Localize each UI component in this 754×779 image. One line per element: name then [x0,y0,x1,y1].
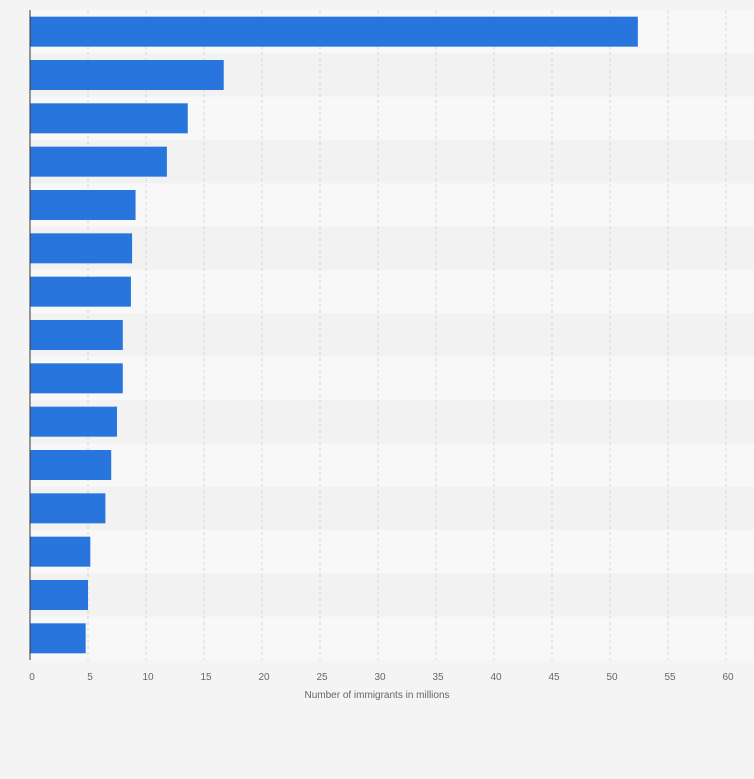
bar[interactable] [30,363,123,394]
bar[interactable] [30,103,188,134]
row-band [30,486,754,530]
row-band [30,443,754,487]
row-band [30,616,754,660]
x-tick-label: 55 [664,672,676,683]
row-band [30,183,754,227]
bar[interactable] [30,320,123,350]
x-tick-label: 5 [87,672,93,683]
row-band [30,400,754,444]
x-tick-label: 60 [722,672,734,683]
x-tick-label: 15 [200,672,212,683]
row-band [30,573,754,617]
bar[interactable] [30,493,106,524]
x-tick-label: 30 [374,672,386,683]
x-tick-label: 25 [316,672,328,683]
x-tick-label: 20 [258,672,270,683]
bar[interactable] [30,190,136,220]
x-tick-label: 0 [29,672,35,683]
bar[interactable] [30,233,133,264]
x-tick-label: 50 [606,672,618,683]
bar[interactable] [30,16,638,47]
x-axis-title: Number of immigrants in millions [304,690,449,701]
row-band [30,226,754,270]
x-tick-label: 35 [432,672,444,683]
bar[interactable] [30,60,224,90]
bar[interactable] [30,146,167,177]
bar[interactable] [30,450,112,480]
row-band [30,356,754,400]
bars [30,16,638,654]
bar[interactable] [30,623,86,654]
bar[interactable] [30,580,88,610]
x-tick-label: 10 [142,672,154,683]
row-band [30,313,754,357]
row-band [30,530,754,574]
bar[interactable] [30,536,91,567]
bar[interactable] [30,406,117,437]
row-bands [30,10,754,660]
x-tick-label: 40 [490,672,502,683]
x-tick-labels: 0 5 10 15 20 25 30 35 40 45 50 55 60 [29,672,734,683]
bar[interactable] [30,276,131,307]
x-tick-label: 45 [548,672,560,683]
row-band [30,270,754,314]
